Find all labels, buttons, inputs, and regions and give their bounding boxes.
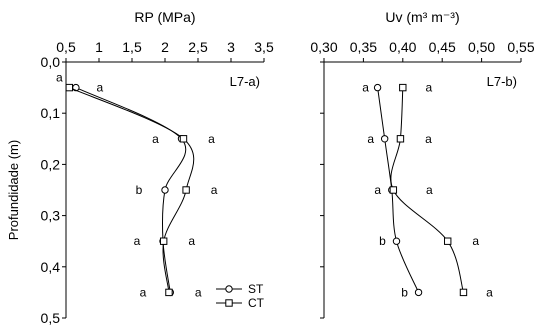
significance-letter-st: a xyxy=(140,285,147,299)
significance-letter-st: b xyxy=(136,183,143,197)
x-tick-label: 0,5 xyxy=(56,39,76,55)
significance-letter-ct: a xyxy=(195,285,202,299)
x-tick-label: 1,5 xyxy=(122,39,142,55)
significance-letter-st: b xyxy=(401,285,408,299)
x-tick-label: 2,5 xyxy=(188,39,208,55)
y-tick-label: 0,5 xyxy=(41,310,61,326)
x-tick-label: 0,50 xyxy=(468,39,495,55)
significance-letter-ct: a xyxy=(211,183,218,197)
point-ct xyxy=(165,288,173,297)
significance-letter-ct: a xyxy=(425,81,432,95)
point-ct xyxy=(159,237,168,245)
y-tick-label: 0,2 xyxy=(41,156,61,172)
x-tick-label: 0,40 xyxy=(389,39,416,55)
x-tick-label: 3 xyxy=(227,39,235,55)
significance-letter-ct: a xyxy=(208,132,215,146)
x-tick-label: 0,30 xyxy=(310,39,337,55)
point-ct xyxy=(182,186,190,194)
panel-rp: RP (MPa) 0,5 1 1,5 2 2,5 3 3,5 0,0 0,1 0,2 0,3 0,4 0,… xyxy=(41,9,274,326)
significance-letter-ct: a xyxy=(97,81,104,95)
significance-letter-st: a xyxy=(56,71,63,85)
point-st xyxy=(392,237,401,245)
significance-letter-st: a xyxy=(362,81,369,95)
panel-label: L7-a) xyxy=(230,74,260,89)
significance-letter-st: a xyxy=(374,183,381,197)
x-tick-label: 0,45 xyxy=(429,39,456,55)
legend-marker-circle xyxy=(225,285,233,293)
legend-label-st: ST xyxy=(248,282,264,296)
significance-letter-st: b xyxy=(379,234,386,248)
point-ct xyxy=(65,83,73,92)
point-st xyxy=(161,186,169,194)
significance-letter-st: a xyxy=(152,132,159,146)
point-ct xyxy=(179,135,188,143)
chart-title: RP (MPa) xyxy=(134,9,195,25)
point-ct xyxy=(444,237,452,245)
point-ct xyxy=(389,186,398,194)
significance-letter-st: a xyxy=(367,132,374,146)
panel-label: L7-b) xyxy=(487,74,517,89)
significance-letter-ct: a xyxy=(425,132,432,146)
x-tick-label: 2 xyxy=(161,39,169,55)
panel-uv: Uv (m³ m⁻³) 0,30 0,35 0,40 0,45 0,50 0,55 L7-b)… xyxy=(310,9,534,319)
point-ct xyxy=(396,135,405,143)
point-st xyxy=(414,288,423,297)
significance-letter-st: a xyxy=(134,234,141,248)
point-ct xyxy=(459,288,468,297)
series-line-st xyxy=(75,87,187,293)
x-tick-label: 3,5 xyxy=(254,39,274,55)
significance-letter-ct: a xyxy=(426,183,433,197)
x-tick-label: 1 xyxy=(95,39,103,55)
x-tick-label: 0,55 xyxy=(507,39,534,55)
x-tick-label: 0,35 xyxy=(350,39,377,55)
y-tick-label: 0,3 xyxy=(41,208,61,224)
chart-title: Uv (m³ m⁻³) xyxy=(385,9,459,25)
point-ct xyxy=(399,83,407,92)
point-st xyxy=(373,83,382,92)
significance-letter-ct: a xyxy=(188,234,195,248)
legend-marker-square xyxy=(225,299,233,307)
series-line-st xyxy=(377,87,420,293)
y-tick-label: 0,1 xyxy=(41,105,61,121)
significance-letter-ct: a xyxy=(472,234,479,248)
series-line-ct xyxy=(69,87,195,293)
y-tick-label: 0,0 xyxy=(41,54,61,70)
point-st xyxy=(380,135,389,143)
significance-letter-ct: a xyxy=(486,285,493,299)
legend-label-ct: CT xyxy=(248,296,265,310)
y-tick-label: 0,4 xyxy=(41,259,61,275)
y-axis-label: Profundidade (m) xyxy=(6,140,21,240)
